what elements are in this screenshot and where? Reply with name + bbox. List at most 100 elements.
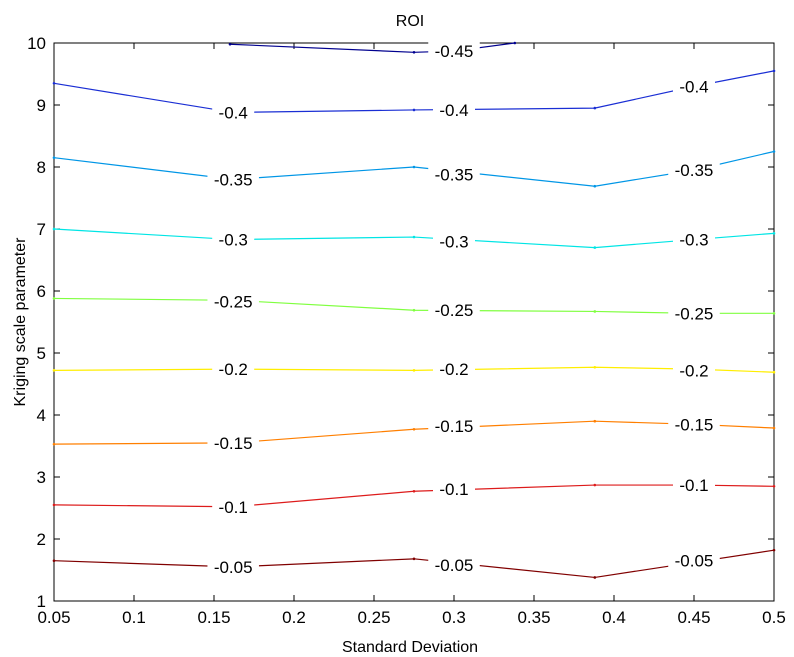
contour-vertex <box>412 235 416 239</box>
contour-label: -0.2 <box>679 361 708 380</box>
contour-label-bg <box>428 164 480 185</box>
contour-vertex <box>412 369 416 372</box>
contour-vertex <box>593 483 597 487</box>
contour-vertex <box>412 427 416 431</box>
contour-label-bg <box>673 360 715 381</box>
axis-ticks: 0.05 0.1 0.15 0.2 0.25 0.3 0.35 0.4 0.45 0.5 1 2 3 4 5… <box>27 34 786 627</box>
contour-vertex <box>52 503 56 507</box>
contour-label: -0.1 <box>439 480 468 499</box>
contour-label-bg <box>207 432 259 453</box>
y-tick-label: 6 <box>37 282 46 301</box>
contour-label-bg <box>212 229 255 250</box>
contour-label-bg <box>673 229 715 250</box>
x-tick-label: 0.3 <box>442 608 466 627</box>
contour-label: -0.35 <box>214 170 253 189</box>
x-tick-label: 0.2 <box>282 608 306 627</box>
contour-vertex <box>772 426 776 430</box>
contour-label-bg <box>428 555 480 576</box>
contour-label: -0.3 <box>679 231 708 250</box>
contour-label-bg <box>212 102 255 123</box>
contour-label-bg <box>428 300 480 321</box>
contour-label-bg <box>207 169 259 190</box>
x-tick-label: 0.4 <box>602 608 626 627</box>
x-tick-label: 0.45 <box>677 608 710 627</box>
contour-label: -0.3 <box>439 232 468 251</box>
y-tick-label: 2 <box>37 530 46 549</box>
contour-label: -0.15 <box>435 417 474 436</box>
contour-label: -0.3 <box>219 231 248 250</box>
contour-vertex <box>228 42 232 46</box>
y-tick-label: 5 <box>37 344 46 363</box>
y-tick-label: 1 <box>37 592 46 611</box>
contour-vertex <box>412 557 416 561</box>
plot-area <box>53 42 775 602</box>
contour-vertex <box>52 369 56 372</box>
contour-label-bg <box>433 359 475 380</box>
contour-label: -0.25 <box>214 293 253 312</box>
x-tick-label: 0.35 <box>517 608 550 627</box>
x-tick-label: 0.05 <box>37 608 70 627</box>
x-tick-label: 0.1 <box>122 608 146 627</box>
contour-label-bg <box>212 359 255 380</box>
contour-label-bg <box>668 550 720 571</box>
contour-vertex <box>412 165 416 169</box>
contour-vertex <box>593 419 597 423</box>
contour-vertex <box>772 485 776 488</box>
x-axis-title: Standard Deviation <box>342 639 478 656</box>
contour-label-bg <box>668 414 720 435</box>
contour-label: -0.4 <box>679 77 708 96</box>
contour-vertex <box>772 232 776 235</box>
contour-vertex <box>412 489 416 493</box>
contour-label: -0.15 <box>214 434 253 453</box>
contour-vertex <box>412 108 416 112</box>
contour-vertex <box>52 442 56 446</box>
contour-label: -0.05 <box>214 558 253 577</box>
contour-label: -0.4 <box>439 101 468 120</box>
contour-label-bg <box>433 478 475 499</box>
contour-label-bg <box>207 556 259 577</box>
y-axis-title: Kriging scale parameter <box>12 237 29 407</box>
contour-label-bg <box>212 496 255 517</box>
contour-vertex <box>412 308 416 312</box>
y-tick-label: 10 <box>27 34 46 53</box>
contour-label: -0.4 <box>219 103 248 122</box>
contour-vertex <box>772 370 776 374</box>
contour-label: -0.1 <box>679 476 708 495</box>
contour-vertex <box>772 69 776 73</box>
y-tick-label: 7 <box>37 220 46 239</box>
x-tick-label: 0.15 <box>197 608 230 627</box>
contour-label-bg <box>433 99 475 120</box>
contour-vertex <box>593 365 597 369</box>
contour-vertex <box>52 156 56 159</box>
contour-label: -0.25 <box>675 304 714 323</box>
contour-vertex <box>52 227 56 231</box>
contour-label: -0.05 <box>435 556 474 575</box>
contour-vertex <box>593 184 597 188</box>
y-tick-label: 8 <box>37 158 46 177</box>
contour-label-bg <box>428 416 480 437</box>
contour-label-bg <box>433 231 475 252</box>
contour-label-bg <box>428 41 480 62</box>
contour-vertex <box>412 51 416 54</box>
contour-label: -0.1 <box>219 498 248 517</box>
contour-vertex <box>772 150 776 153</box>
contour-label: -0.05 <box>675 552 714 571</box>
contour-vertex <box>593 576 597 579</box>
contour-label-bg <box>668 160 720 181</box>
contour-vertex <box>593 106 597 110</box>
contour-label: -0.35 <box>675 161 714 180</box>
chart-title: ROI <box>396 13 424 30</box>
contour-vertex <box>593 310 597 313</box>
x-tick-label: 0.5 <box>762 608 786 627</box>
contour-labels: -0.05 -0.05 -0.05 -0.1 -0.1 -0.1 -0.15 -0.15 -0.… <box>207 41 720 577</box>
contour-label: -0.45 <box>435 42 474 61</box>
y-tick-label: 9 <box>37 96 46 115</box>
plot-frame <box>53 42 775 602</box>
contour-vertex <box>52 82 56 85</box>
contour-vertex <box>52 559 56 562</box>
contour-label: -0.35 <box>435 165 474 184</box>
contour-label: -0.25 <box>435 301 474 320</box>
contour-label-bg <box>673 76 715 97</box>
contour-label-bg <box>668 303 720 324</box>
